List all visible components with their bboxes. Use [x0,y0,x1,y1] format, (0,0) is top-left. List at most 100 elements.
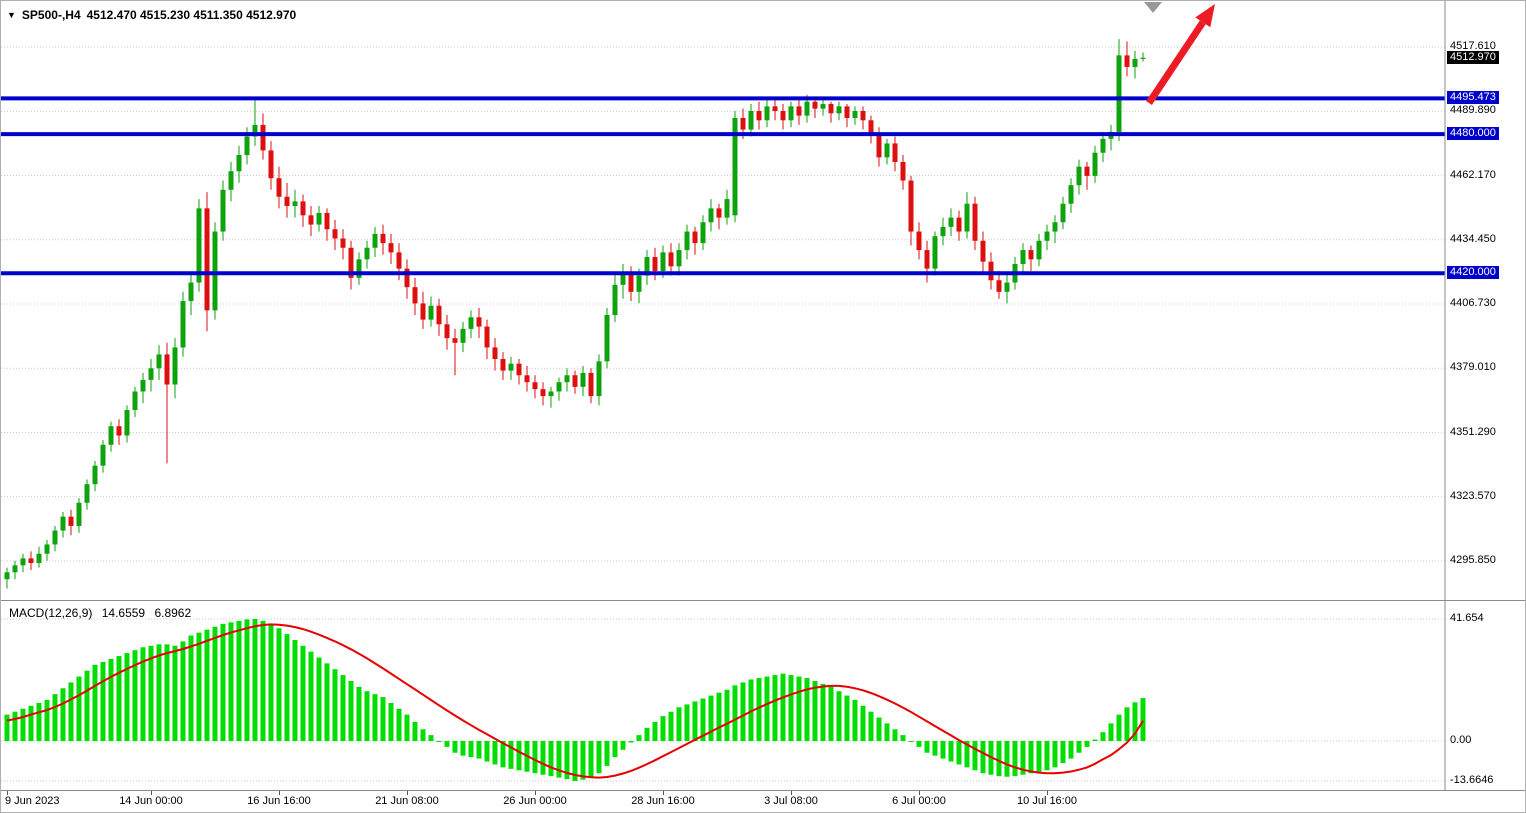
time-axis-label: 14 Jun 00:00 [119,795,183,807]
macd-histogram-bar [932,741,938,756]
candle-down [780,110,786,121]
macd-histogram-bar [380,697,386,741]
macd-histogram-bar [804,678,810,741]
candle-up [60,516,66,531]
candle-up [820,104,826,109]
macd-histogram-bar [588,741,594,778]
macd-histogram-bar [644,727,650,741]
macd-histogram-bar [308,651,314,741]
candle-up [108,426,114,445]
candle-down [68,516,74,526]
candle-down [308,215,314,225]
candle-up [228,171,234,190]
macd-histogram-bar [44,699,50,741]
macd-histogram-bar [236,620,242,741]
time-axis[interactable]: 9 Jun 2023 14 Jun 00:00 16 Jun 16:00 21 Jun… [1,791,1525,812]
candle-up [372,233,378,248]
macd-histogram-bar [1012,741,1018,777]
macd-histogram-bar [100,661,106,741]
macd-histogram-bar [140,647,146,741]
macd-histogram-bar [292,639,298,741]
time-axis-label: 26 Jun 00:00 [503,795,567,807]
macd-histogram-bar [820,683,826,741]
macd-histogram-bar [420,729,426,741]
trend-arrow-head[interactable] [1195,4,1215,28]
candle-down [668,252,674,267]
candle-up [788,106,794,121]
symbol-ohlc-header: ▼ SP500-,H4 4512.470 4515.230 4511.350 4… [7,8,296,22]
macd-histogram-bar [316,657,322,741]
candle-up [364,247,370,260]
macd-histogram-bar [1108,723,1114,741]
candle-up [580,372,586,387]
candle-down [588,372,594,397]
macd-histogram-bar [948,741,954,762]
candle-up [148,368,154,380]
macd-signal-value: 6.8962 [154,606,192,620]
time-axis-label: 16 Jun 16:00 [247,795,311,807]
macd-histogram-bar [852,699,858,741]
candle-down [756,110,762,121]
macd-histogram-bar [1076,741,1082,753]
macd-histogram-bar [228,622,234,741]
macd-histogram-bar [764,676,770,741]
candle-down [988,261,994,281]
macd-histogram-bar [596,741,602,774]
candle-down [740,117,746,130]
trend-arrow[interactable] [1146,20,1206,105]
candle-up [212,231,218,311]
candle-up [140,379,146,392]
macd-histogram-bar [964,741,970,768]
candle-down [420,303,426,320]
macd-histogram-bar [364,691,370,741]
candle-down [444,324,450,339]
price-axis-label: 4517.610 [1450,40,1496,52]
candle-up [556,382,562,392]
candle-down [980,240,986,262]
macd-histogram-bar [1084,741,1090,747]
candle-up [636,275,642,292]
candle-up [220,189,226,232]
macd-histogram-bar [324,663,330,741]
price-axis-label: 4379.010 [1450,361,1496,374]
time-axis-label: 9 Jun 2023 [5,795,60,807]
macd-histogram-bar [620,741,626,750]
macd-histogram-bar [428,735,434,741]
macd-histogram-bar [660,716,666,741]
candle-down [284,196,290,207]
pane-separator[interactable] [1,600,1525,601]
candle-down [1124,55,1130,67]
time-tick [7,791,8,795]
candle-up [196,208,202,283]
macd-histogram-bar [188,635,194,741]
symbol-dropdown-icon[interactable]: ▼ [7,10,16,20]
macd-histogram-bar [500,741,506,768]
candle-up [100,444,106,466]
candle-down [572,375,578,387]
macd-histogram-bar [492,741,498,765]
macd-histogram-bar [540,741,546,775]
price-axis-label: 4462.170 [1450,168,1496,181]
pane-separator[interactable] [1,790,1525,791]
macd-histogram-bar [1124,707,1130,741]
macd-histogram-bar [1052,741,1058,768]
macd-indicator-canvas[interactable] [1,601,1526,791]
macd-histogram-bar [980,741,986,774]
candle-down [900,161,906,181]
macd-histogram-bar [220,623,226,741]
candle-up [596,361,602,397]
macd-histogram-bar [116,656,122,741]
candle-up [124,410,130,436]
price-chart-canvas[interactable] [1,1,1526,601]
candle-down [956,217,962,232]
candle-down [916,231,922,251]
candle-down [276,178,282,197]
price-axis-label: 4434.450 [1450,232,1496,245]
macd-histogram-bar [1132,702,1138,741]
price-axis-label: 4323.570 [1450,489,1496,502]
candle-up [644,257,650,276]
macd-histogram-bar [892,729,898,741]
candle-up [612,284,618,315]
macd-histogram-bar [532,741,538,774]
candle-down [116,426,122,436]
